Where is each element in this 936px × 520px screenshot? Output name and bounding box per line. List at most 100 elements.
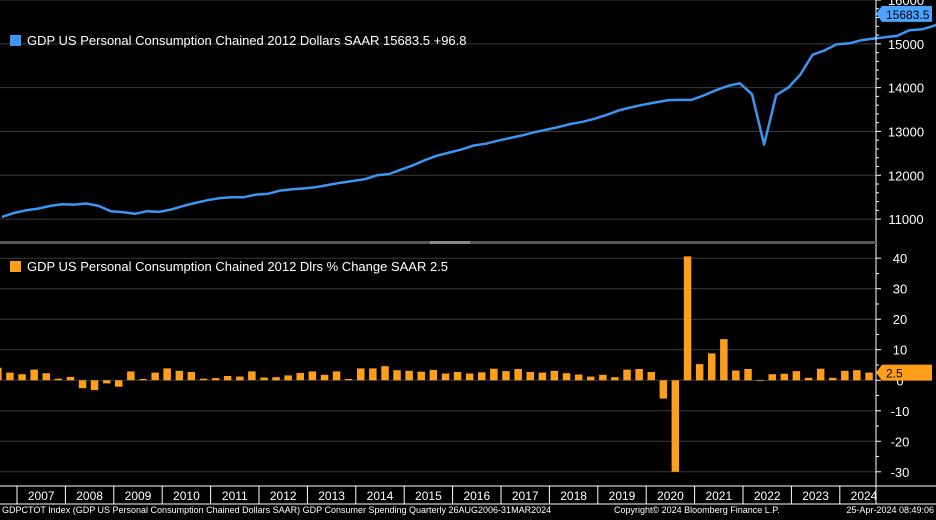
bottom-y-tick-label: 30 — [893, 282, 907, 297]
x-tick-label: 2014 — [367, 489, 394, 503]
bar — [223, 376, 232, 381]
bar — [708, 353, 716, 381]
bar — [0, 367, 2, 381]
bar — [756, 380, 764, 382]
bar — [115, 380, 123, 387]
bar — [526, 372, 534, 381]
bar — [54, 378, 62, 381]
x-tick-label: 2023 — [802, 489, 829, 503]
top-last-value-badge-shape — [876, 5, 932, 22]
bar — [393, 370, 401, 381]
bar — [405, 370, 413, 381]
bar — [441, 373, 450, 381]
top-y-tick-label: 14000 — [888, 81, 924, 96]
bar — [671, 380, 680, 472]
bar — [66, 376, 75, 381]
bar — [308, 371, 317, 381]
bar — [465, 373, 474, 381]
x-tick-label: 2017 — [512, 489, 539, 503]
bottom-last-value-badge: 2.5 — [876, 364, 932, 381]
bar — [284, 375, 292, 381]
bar — [587, 376, 595, 381]
bar — [369, 368, 377, 381]
bottom-y-tick-labels: 40 30 20 10 0 -10 -20 -30 — [876, 251, 909, 480]
footer-ticker-description: GDPCTOT Index (GDP US Personal Consumpti… — [2, 505, 552, 515]
bar — [829, 377, 837, 381]
top-y-tick-label: 11000 — [888, 212, 923, 227]
bottom-y-tick-label: -20 — [891, 434, 910, 449]
bar — [623, 369, 631, 381]
bar — [720, 339, 728, 381]
footer-timestamp: 25-Apr-2024 08:49:06 — [846, 505, 934, 515]
bar — [381, 366, 389, 381]
top-y-tick-label: 13000 — [888, 124, 924, 139]
bar — [344, 379, 353, 381]
x-tick-label: 2021 — [705, 489, 732, 503]
bar — [732, 370, 740, 381]
bar — [804, 377, 813, 381]
bar — [502, 371, 510, 381]
bar — [78, 380, 87, 389]
bar — [163, 368, 171, 381]
x-tick-label: 2016 — [463, 489, 490, 503]
x-tick-label: 2020 — [657, 489, 684, 503]
bottom-legend-label: GDP US Personal Consumption Chained 2012… — [27, 259, 449, 274]
bar — [260, 377, 268, 381]
top-last-value-badge: 15683.5 — [876, 5, 932, 22]
bar — [199, 378, 208, 381]
bar — [853, 370, 861, 381]
bottom-y-tick-label: 40 — [893, 251, 907, 266]
x-tick-label: 2018 — [560, 489, 587, 503]
consumption-line — [1, 23, 936, 219]
blue-square-icon — [10, 35, 21, 46]
bar — [659, 380, 668, 399]
bar — [236, 376, 244, 381]
bottom-y-tick-label: 20 — [893, 312, 907, 327]
bottom-last-value-badge-shape — [876, 364, 932, 381]
top-last-value-label: 15683.5 — [886, 8, 930, 22]
bottom-y-tick-label: 0 — [896, 373, 903, 388]
x-tick-label: 2019 — [609, 489, 636, 503]
bar — [841, 370, 849, 381]
bottom-last-value-label: 2.5 — [886, 367, 903, 381]
x-axis-year-labels: 2007 2008 2009 2010 2011 2012 2013 2014 2015 2016… — [16, 486, 878, 504]
top-y-tick-labels: 11000 12000 13000 14000 15000 16000 — [876, 0, 924, 227]
bar — [90, 380, 99, 391]
bar — [683, 256, 692, 381]
bar — [6, 372, 14, 381]
bottom-panel-gridlines — [0, 257, 876, 473]
bar — [429, 369, 438, 381]
bar — [127, 371, 135, 381]
x-tick-label: 2015 — [415, 489, 442, 503]
panel-splitter-grip[interactable] — [430, 241, 470, 244]
bar — [175, 370, 184, 381]
x-tick-label: 2024 — [851, 489, 878, 503]
bottom-legend[interactable]: GDP US Personal Consumption Chained 2012… — [10, 259, 448, 274]
bar — [139, 379, 147, 381]
bar — [453, 372, 462, 381]
bar — [538, 372, 547, 381]
bar — [478, 372, 486, 381]
bar — [187, 372, 196, 381]
bar — [296, 372, 304, 381]
bar — [635, 369, 643, 381]
x-tick-label: 2022 — [754, 489, 781, 503]
bar — [865, 372, 873, 381]
bar — [332, 371, 341, 381]
bar — [647, 372, 655, 381]
bar — [816, 368, 825, 381]
bar — [272, 377, 280, 381]
bar — [744, 369, 752, 381]
x-tick-label: 2007 — [28, 489, 55, 503]
bar — [357, 368, 365, 381]
x-tick-label: 2012 — [270, 489, 297, 503]
bottom-y-tick-label: -30 — [891, 465, 910, 480]
top-y-tick-label: 16000 — [888, 0, 924, 8]
x-tick-label: 2010 — [173, 489, 200, 503]
top-y-tick-label: 15000 — [888, 37, 924, 52]
bar-series — [0, 256, 873, 472]
bar — [562, 373, 571, 381]
top-legend[interactable]: GDP US Personal Consumption Chained 2012… — [10, 33, 467, 48]
axes — [0, 0, 936, 505]
bar — [611, 377, 619, 381]
